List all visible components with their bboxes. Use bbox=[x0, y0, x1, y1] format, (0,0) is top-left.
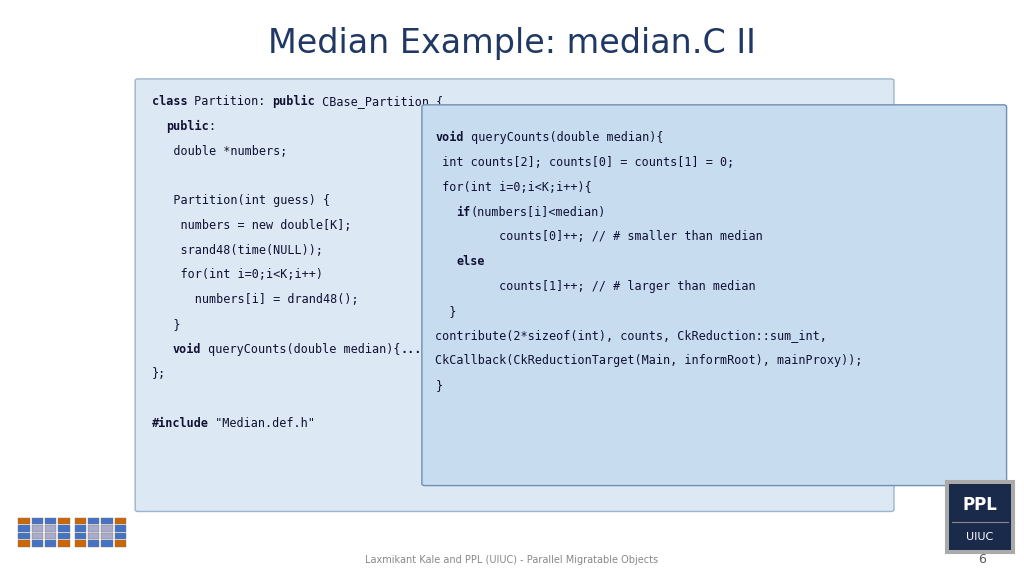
Bar bbox=[115, 533, 126, 539]
Text: Laxmikant Kale and PPL (UIUC) - Parallel Migratable Objects: Laxmikant Kale and PPL (UIUC) - Parallel… bbox=[366, 555, 658, 565]
Bar bbox=[949, 484, 1011, 550]
Text: (numbers[i]<median): (numbers[i]<median) bbox=[471, 206, 606, 219]
Text: srand48(time(NULL));: srand48(time(NULL)); bbox=[152, 244, 323, 257]
Bar bbox=[32, 533, 43, 539]
Bar bbox=[32, 518, 43, 524]
Text: }: } bbox=[152, 318, 180, 331]
Text: class: class bbox=[152, 95, 187, 108]
Bar bbox=[58, 540, 70, 547]
Bar bbox=[88, 525, 99, 532]
Text: #include: #include bbox=[152, 417, 209, 430]
Bar bbox=[32, 540, 43, 547]
Text: public: public bbox=[272, 95, 315, 108]
Text: int counts[2]; counts[0] = counts[1] = 0;: int counts[2]; counts[0] = counts[1] = 0… bbox=[435, 156, 734, 169]
Bar bbox=[18, 518, 30, 524]
Text: ...}: ...} bbox=[400, 343, 428, 356]
Bar bbox=[58, 533, 70, 539]
Text: Partition:: Partition: bbox=[187, 95, 272, 108]
Text: numbers[i] = drand48();: numbers[i] = drand48(); bbox=[152, 293, 358, 306]
Bar bbox=[88, 540, 99, 547]
Bar bbox=[58, 518, 70, 524]
Text: for(int i=0;i<K;i++){: for(int i=0;i<K;i++){ bbox=[435, 181, 592, 194]
Bar bbox=[101, 533, 113, 539]
Text: contribute(2*sizeof(int), counts, CkReduction::sum_int,: contribute(2*sizeof(int), counts, CkRedu… bbox=[435, 329, 827, 343]
Bar bbox=[101, 525, 113, 532]
Text: Median Example: median.C II: Median Example: median.C II bbox=[268, 26, 756, 60]
Text: Partition(int guess) {: Partition(int guess) { bbox=[152, 194, 330, 207]
Text: }: } bbox=[435, 379, 442, 392]
Text: numbers = new double[K];: numbers = new double[K]; bbox=[152, 219, 351, 232]
Bar bbox=[75, 533, 86, 539]
Bar bbox=[18, 525, 30, 532]
Bar bbox=[45, 518, 56, 524]
Text: queryCounts(double median){: queryCounts(double median){ bbox=[202, 343, 400, 356]
Bar bbox=[58, 525, 70, 532]
Bar bbox=[101, 518, 113, 524]
Bar bbox=[45, 525, 56, 532]
Text: for(int i=0;i<K;i++): for(int i=0;i<K;i++) bbox=[152, 268, 323, 282]
Text: void: void bbox=[173, 343, 202, 356]
Bar bbox=[946, 481, 1014, 553]
Text: }: } bbox=[435, 305, 457, 318]
Bar bbox=[18, 540, 30, 547]
Text: CkCallback(CkReductionTarget(Main, informRoot), mainProxy));: CkCallback(CkReductionTarget(Main, infor… bbox=[435, 354, 862, 367]
Text: void: void bbox=[435, 131, 464, 145]
Text: public: public bbox=[166, 120, 209, 133]
Bar bbox=[115, 525, 126, 532]
FancyBboxPatch shape bbox=[135, 79, 894, 511]
Text: if: if bbox=[457, 206, 471, 219]
Text: counts[0]++; // # smaller than median: counts[0]++; // # smaller than median bbox=[435, 230, 763, 244]
Text: double *numbers;: double *numbers; bbox=[152, 145, 287, 158]
Bar bbox=[101, 540, 113, 547]
Bar bbox=[115, 540, 126, 547]
Text: "Median.def.h": "Median.def.h" bbox=[208, 417, 315, 430]
Text: queryCounts(double median){: queryCounts(double median){ bbox=[464, 131, 664, 145]
Bar bbox=[88, 533, 99, 539]
Bar bbox=[18, 533, 30, 539]
Bar bbox=[75, 518, 86, 524]
Bar bbox=[88, 518, 99, 524]
Text: 6: 6 bbox=[978, 554, 986, 566]
Bar bbox=[32, 525, 43, 532]
Text: PPL: PPL bbox=[963, 496, 997, 514]
Text: else: else bbox=[457, 255, 485, 268]
Text: };: }; bbox=[152, 367, 166, 381]
Text: counts[1]++; // # larger than median: counts[1]++; // # larger than median bbox=[435, 280, 756, 293]
Text: CBase_Partition {: CBase_Partition { bbox=[314, 95, 443, 108]
FancyBboxPatch shape bbox=[422, 105, 1007, 486]
Text: :: : bbox=[208, 120, 215, 133]
Bar bbox=[115, 518, 126, 524]
Bar bbox=[75, 525, 86, 532]
Bar bbox=[45, 533, 56, 539]
Bar bbox=[75, 540, 86, 547]
Bar bbox=[45, 540, 56, 547]
Text: UIUC: UIUC bbox=[967, 532, 993, 542]
